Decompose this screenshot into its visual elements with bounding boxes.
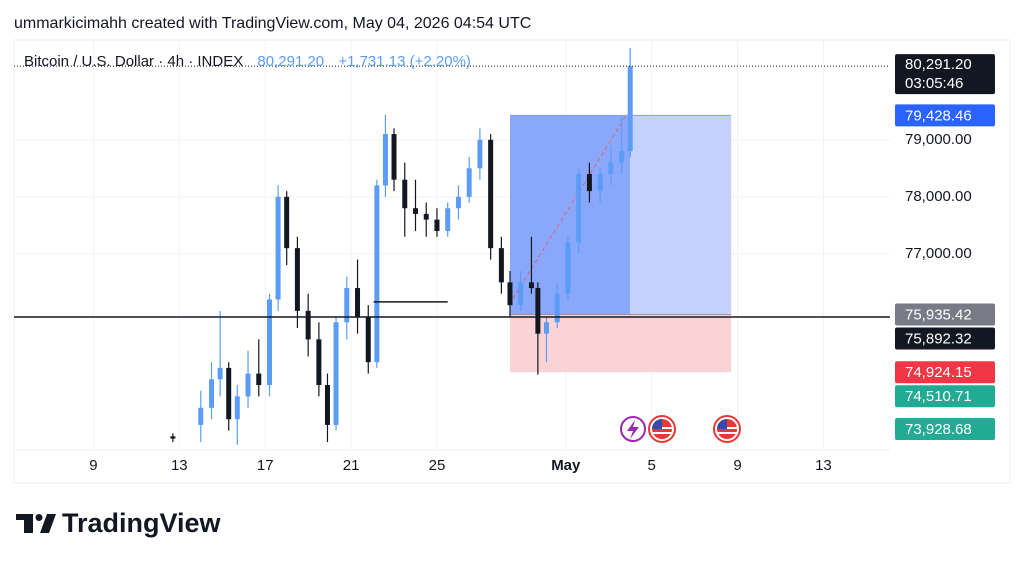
x-tick-label: May [551, 457, 581, 474]
price-label-box [895, 104, 995, 127]
x-tick-label: 9 [733, 457, 741, 474]
candle-body [466, 168, 472, 197]
last-price-box [895, 54, 995, 95]
candle-body [518, 282, 524, 306]
candle-body [294, 248, 300, 311]
price-label: 73,928.68 [905, 421, 972, 438]
y-tick-label: 79,000.00 [905, 131, 972, 148]
candle-body [619, 151, 625, 163]
flag-canton [652, 419, 662, 429]
y-tick-label: 78,000.00 [905, 188, 972, 205]
candle-body [324, 384, 330, 425]
candle-body [198, 407, 204, 425]
x-tick-label: 25 [429, 457, 446, 474]
candle-body [402, 179, 408, 209]
candle-body [284, 196, 290, 249]
candle-body [256, 373, 262, 385]
candle-body [627, 66, 633, 152]
candles [170, 47, 633, 445]
candle-body [455, 196, 461, 209]
flag-stripe [652, 432, 672, 434]
last-price-label: 80,291.20 [905, 56, 972, 73]
candle-body [217, 367, 223, 380]
candle-body [423, 213, 429, 220]
legend-title: Bitcoin / U.S. Dollar · 4h · INDEX [24, 53, 243, 70]
candle-body [234, 396, 240, 420]
price-label: 75,892.32 [905, 331, 972, 348]
candle-body [344, 288, 350, 323]
icon-lightning-bolt [627, 420, 639, 439]
icon-flag [713, 415, 741, 443]
target-zone [630, 115, 732, 315]
y-tick-label: 77,000.00 [905, 245, 972, 262]
axes: 9 13 17 21 25 May 5 9 13 79,000.00 78,000.00 77,000… [89, 54, 995, 474]
price-label: 74,924.15 [905, 364, 972, 381]
candle-body [543, 322, 549, 334]
x-tick-label: 13 [815, 457, 832, 474]
candle-body [434, 219, 440, 232]
candle-body [445, 208, 451, 232]
legend-price: 80,291.20 [257, 53, 324, 70]
candle-body [316, 339, 322, 385]
candle-body [365, 316, 371, 363]
position-tool [509, 114, 732, 373]
candle-body [355, 288, 361, 317]
candle-body [597, 174, 603, 192]
price-label-box [895, 417, 995, 440]
price-label-box [895, 327, 995, 350]
legend: Bitcoin / U.S. Dollar · 4h · INDEX 80,29… [24, 53, 471, 70]
x-tick-label: 9 [89, 457, 97, 474]
candle-body [305, 310, 311, 340]
candle-body [382, 134, 388, 186]
candle-body [275, 196, 281, 300]
price-label-box [895, 303, 995, 326]
candle-body [608, 162, 614, 175]
grid [14, 40, 890, 450]
candle-body [586, 174, 592, 192]
price-label-box [895, 385, 995, 408]
lines [14, 65, 890, 318]
price-label: 79,428.46 [905, 107, 972, 124]
candle-body [413, 208, 418, 214]
chart-frame [13, 39, 1011, 484]
candle-body [267, 299, 272, 385]
x-tick-label: 13 [171, 457, 188, 474]
candle-body [374, 185, 380, 363]
x-tick-label: 5 [648, 457, 656, 474]
candle-body [535, 288, 541, 334]
icon-flag [648, 415, 676, 443]
candle-body [333, 322, 339, 425]
candle-body [170, 436, 176, 439]
candle-body [477, 139, 483, 169]
logo-part [35, 514, 43, 521]
flag-stripe [717, 432, 737, 434]
x-tick-label: 17 [257, 457, 274, 474]
candle-body [576, 174, 582, 243]
stop-zone [509, 314, 732, 373]
candle-body [507, 282, 513, 306]
candle-body [226, 367, 232, 420]
price-label: 74,510.71 [905, 388, 972, 405]
logo-part [24, 514, 33, 533]
candle-body [528, 282, 534, 289]
candle-body [209, 379, 215, 408]
candle-body [245, 373, 251, 397]
candle-body [488, 139, 494, 249]
countdown: 03:05:46 [905, 75, 963, 92]
footer-logo: TradingView [16, 508, 222, 538]
x-tick-label: 21 [343, 457, 360, 474]
event-icons [620, 415, 741, 443]
legend-change: +1,731.13 (+2.20%) [338, 53, 471, 70]
candle-body [391, 134, 397, 180]
candle-body [554, 293, 560, 323]
flag-canton [717, 419, 727, 429]
header: ummarkicimahh created with TradingView.c… [14, 15, 531, 32]
footer-brand: TradingView [62, 508, 222, 538]
price-label-box [895, 361, 995, 384]
price-label: 75,935.42 [905, 307, 972, 324]
candle-body [565, 242, 571, 294]
candle-body [498, 248, 504, 283]
logo-part [40, 514, 56, 533]
